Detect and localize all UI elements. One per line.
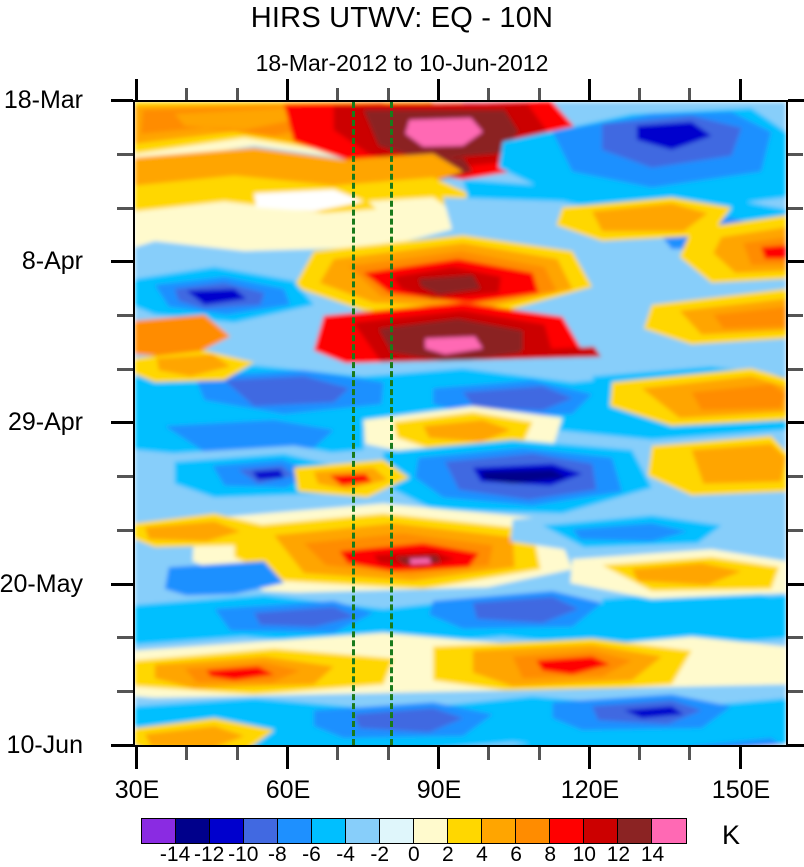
colorbar-swatch-6 — [346, 819, 380, 843]
colorbar-swatch-1 — [176, 819, 210, 843]
reference-line-right — [390, 102, 393, 745]
colorbar-tick-label-4: -6 — [302, 843, 321, 866]
colorbar-tick-label-1: -12 — [194, 843, 225, 866]
colorbar — [141, 818, 687, 844]
colorbar-swatch-2 — [210, 819, 244, 843]
colorbar-swatch-14 — [618, 819, 652, 843]
y-tick-label-2: 29-Apr — [7, 408, 83, 436]
colorbar-swatch-15 — [652, 819, 686, 843]
colorbar-tick-label-11: 8 — [544, 843, 557, 866]
colorbar-tick-label-0: -14 — [159, 843, 191, 866]
colorbar-swatch-12 — [550, 819, 584, 843]
page-title: HIRS UTWV: EQ - 10N — [250, 2, 554, 34]
colorbar-swatch-11 — [516, 819, 550, 843]
colorbar-tick-label-6: -2 — [370, 843, 390, 866]
x-tick-label-2: 90E — [416, 776, 462, 804]
y-tick-label-0: 18-Mar — [3, 86, 83, 114]
colorbar-unit-label: K — [722, 820, 741, 850]
colorbar-tick-label-2: -10 — [228, 843, 259, 866]
colorbar-swatch-7 — [380, 819, 414, 843]
y-tick-label-3: 20-May — [0, 570, 83, 598]
colorbar-swatch-9 — [448, 819, 482, 843]
colorbar-tick-label-7: 0 — [407, 843, 420, 866]
x-tick-label-3: 120E — [560, 776, 620, 804]
colorbar-swatch-5 — [312, 819, 346, 843]
colorbar-tick-label-5: -4 — [336, 843, 355, 866]
colorbar-swatch-8 — [414, 819, 448, 843]
y-tick-label-4: 10-Jun — [6, 731, 83, 759]
colorbar-swatch-13 — [584, 819, 618, 843]
colorbar-tick-label-9: 4 — [476, 843, 488, 866]
colorbar-tick-label-8: 2 — [442, 843, 454, 866]
x-tick-label-4: 150E — [711, 776, 771, 804]
reference-line-left — [352, 102, 355, 745]
colorbar-tick-label-13: 12 — [606, 843, 631, 866]
hovmoller-plot-area — [133, 100, 788, 747]
colorbar-tick-label-10: 6 — [510, 843, 522, 866]
colorbar-swatch-0 — [142, 819, 176, 843]
x-tick-label-0: 30E — [114, 776, 160, 804]
x-tick-label-1: 60E — [265, 776, 311, 804]
page-subtitle: 18-Mar-2012 to 10-Jun-2012 — [255, 50, 549, 76]
colorbar-swatch-4 — [278, 819, 312, 843]
contour-field — [135, 102, 786, 745]
colorbar-tick-label-3: -8 — [268, 843, 287, 866]
colorbar-tick-label-12: 10 — [572, 843, 596, 866]
colorbar-swatch-10 — [482, 819, 516, 843]
y-tick-label-1: 8-Apr — [21, 247, 83, 275]
colorbar-tick-label-14: 14 — [640, 843, 665, 866]
colorbar-swatch-3 — [244, 819, 278, 843]
